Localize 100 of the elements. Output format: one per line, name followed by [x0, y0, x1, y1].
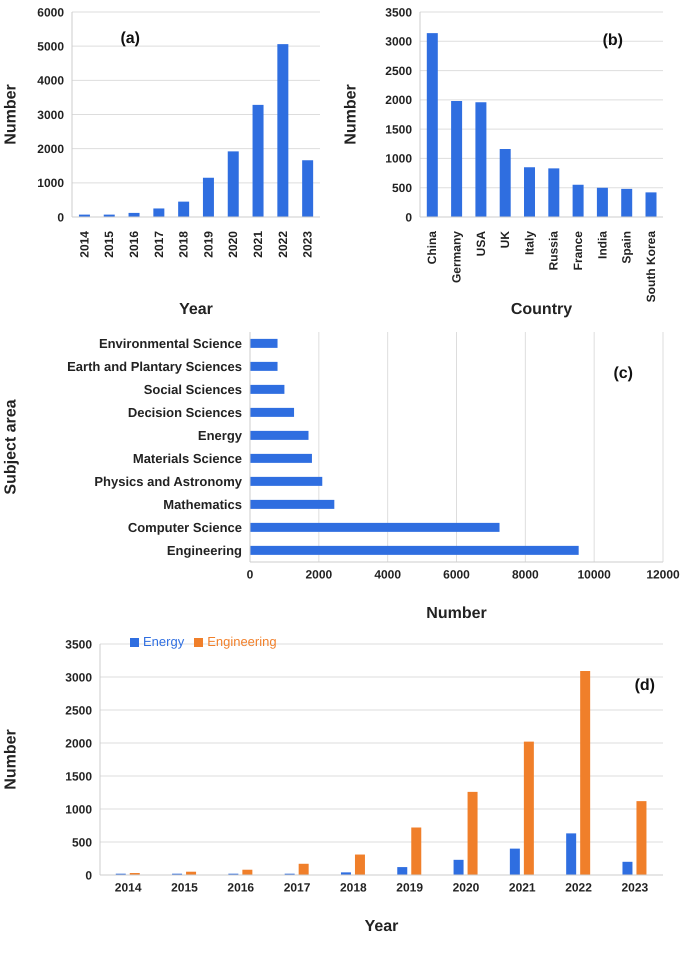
y-tick-label: 5000 [37, 39, 64, 54]
bar [426, 33, 438, 217]
y-tick-label: 2500 [65, 703, 92, 718]
bar [250, 408, 294, 417]
x-tick-label: 2014 [77, 230, 92, 258]
bar [250, 362, 278, 371]
x-tick-label: 2018 [176, 230, 191, 258]
bar [411, 827, 422, 875]
y-tick-label: 4000 [37, 74, 64, 88]
x-tick-label: 2016 [127, 230, 141, 258]
x-tick-label: UK [498, 230, 512, 248]
y-tick-label: 3000 [37, 108, 64, 122]
y-tick-label: Mathematics [163, 497, 242, 512]
x-axis-title: Year [179, 301, 213, 318]
bar [524, 742, 534, 875]
y-tick-label: 1500 [65, 769, 92, 784]
bar [622, 862, 632, 875]
y-tick-label: 1000 [37, 176, 64, 190]
x-axis-title: Country [510, 301, 572, 318]
y-tick-label: 1000 [385, 152, 412, 166]
bar [354, 854, 365, 875]
x-tick-label: Spain [620, 231, 634, 264]
y-tick-label: Engineering [166, 543, 242, 558]
x-tick-label: 2020 [452, 880, 480, 895]
y-tick-label: 2000 [385, 93, 412, 108]
bar [153, 208, 164, 217]
x-tick-label: 2023 [622, 880, 649, 895]
y-tick-label: 6000 [37, 5, 64, 20]
y-tick-label: Social Sciences [144, 382, 242, 398]
legend-label: Engineering [207, 634, 277, 649]
bar [636, 801, 646, 875]
bar [250, 338, 278, 348]
y-axis-title: Number [342, 84, 360, 145]
bar [621, 188, 632, 217]
bar [646, 192, 657, 217]
x-tick-label: South Korea [644, 230, 658, 302]
y-tick-label: 2000 [37, 142, 64, 156]
bar [277, 44, 288, 217]
bar [475, 102, 486, 217]
bar [250, 546, 579, 555]
x-tick-label: 2014 [114, 880, 142, 895]
x-tick-label: 0 [246, 568, 254, 582]
bar [250, 522, 500, 532]
bar [580, 671, 590, 875]
bar [250, 476, 322, 486]
x-tick-label: France [570, 230, 585, 270]
bar [298, 864, 309, 875]
x-tick-label: Italy [522, 230, 536, 256]
y-axis-title: Number [2, 729, 20, 790]
y-tick-label: 0 [57, 210, 64, 224]
x-tick-label: 2017 [152, 230, 166, 258]
bar [451, 101, 462, 217]
x-tick-label: 2000 [305, 568, 333, 582]
x-tick-label: Germany [449, 230, 464, 284]
bar [202, 178, 214, 217]
bar [566, 833, 576, 875]
y-tick-label: 3500 [385, 5, 412, 20]
bar [397, 867, 408, 875]
bar [548, 168, 560, 217]
x-tick-label: 2021 [251, 230, 265, 258]
bar [454, 860, 464, 875]
x-tick-label: 2022 [565, 880, 592, 895]
x-tick-label: China [425, 230, 440, 264]
x-axis-title: Number [426, 605, 487, 622]
y-tick-label: 3000 [385, 34, 412, 49]
x-tick-label: 8000 [512, 568, 540, 582]
y-tick-label: 1000 [65, 802, 92, 816]
bar [242, 870, 252, 875]
x-tick-label: 6000 [443, 568, 470, 582]
y-axis-title: Subject area [2, 399, 20, 495]
y-tick-label: 500 [72, 835, 92, 850]
y-tick-label: Earth and Plantary Sciences [67, 359, 242, 374]
y-tick-label: 500 [392, 180, 412, 195]
bar [596, 188, 608, 217]
y-tick-label: Physics and Astronomy [94, 474, 243, 490]
bar [250, 384, 284, 394]
bar [500, 149, 511, 217]
bar [524, 167, 536, 217]
bar [468, 792, 478, 875]
y-tick-label: 1500 [385, 122, 412, 136]
y-tick-label: Materials Science [132, 451, 242, 466]
bar [186, 872, 196, 875]
x-tick-label: India [595, 230, 610, 260]
x-tick-label: 2019 [396, 880, 424, 895]
bar [250, 500, 334, 509]
y-tick-label: 3500 [65, 637, 92, 652]
y-tick-label: 0 [85, 868, 92, 882]
x-tick-label: Russia [546, 230, 561, 270]
x-tick-label: 2016 [227, 880, 254, 895]
x-axis-title: Year [364, 918, 398, 935]
bar [250, 430, 309, 440]
x-tick-label: 2021 [508, 880, 536, 895]
bar [250, 454, 312, 463]
bar [178, 202, 190, 217]
y-tick-label: Environmental Science [98, 336, 242, 352]
y-tick-label: Decision Sciences [128, 405, 242, 420]
x-tick-label: 2018 [340, 880, 368, 895]
x-tick-label: 2023 [300, 230, 315, 258]
bar [510, 848, 520, 875]
y-tick-label: 0 [405, 210, 412, 224]
